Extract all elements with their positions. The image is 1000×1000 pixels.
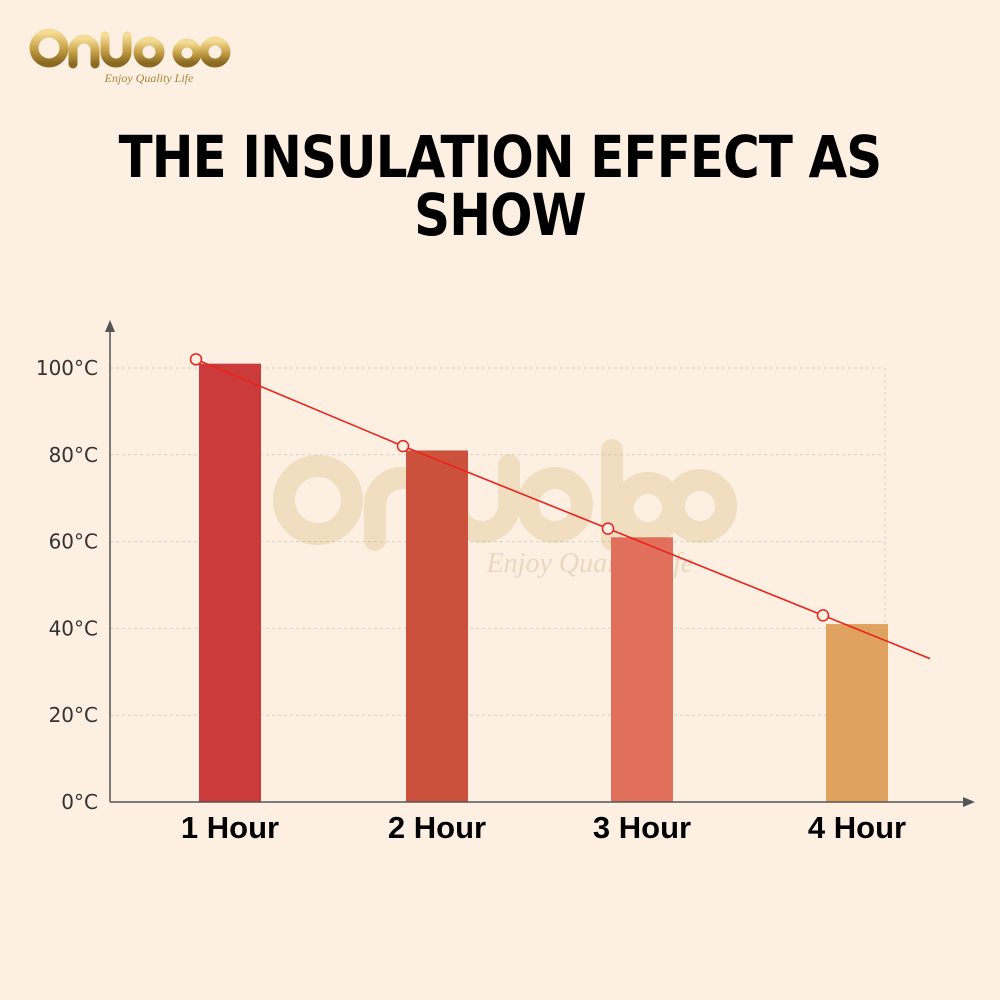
trend-point: [396, 439, 410, 453]
brand-tagline: Enjoy Quality Life: [104, 71, 194, 85]
y-tick-label: 60°C: [49, 530, 98, 554]
trend-point: [601, 522, 615, 535]
bar: [826, 624, 888, 802]
chart-axes: [105, 320, 975, 807]
x-tick-label: 1 Hour: [181, 810, 279, 845]
x-tick-label: 2 Hour: [388, 810, 486, 845]
x-tick-label: 4 Hour: [808, 810, 906, 845]
y-axis-ticks: 0°C 20°C 40°C 60°C 80°C 100°C: [36, 356, 98, 814]
x-axis-arrow: [963, 797, 975, 807]
bar: [611, 537, 673, 802]
bar: [406, 450, 468, 802]
trend-point: [816, 609, 830, 622]
watermark-logo: Enjoy Quality Life: [273, 439, 737, 579]
trend-line: [189, 353, 931, 660]
x-tick-label: 3 Hour: [593, 810, 691, 845]
trend-point: [189, 353, 203, 366]
page-title: THE INSULATION EFFECT AS SHOW: [118, 123, 883, 249]
x-axis-ticks: 1 Hour 2 Hour 3 Hour 4 Hour: [181, 810, 906, 845]
y-tick-label: 20°C: [49, 703, 98, 727]
y-tick-label: 100°C: [36, 356, 98, 380]
y-tick-label: 0°C: [61, 790, 98, 814]
brand-logo: Enjoy Quality Life: [29, 25, 231, 85]
y-tick-label: 40°C: [49, 616, 98, 640]
y-axis-arrow: [105, 320, 115, 332]
bar: [199, 363, 261, 802]
y-tick-label: 80°C: [49, 443, 98, 467]
chart-bars: [199, 363, 888, 802]
